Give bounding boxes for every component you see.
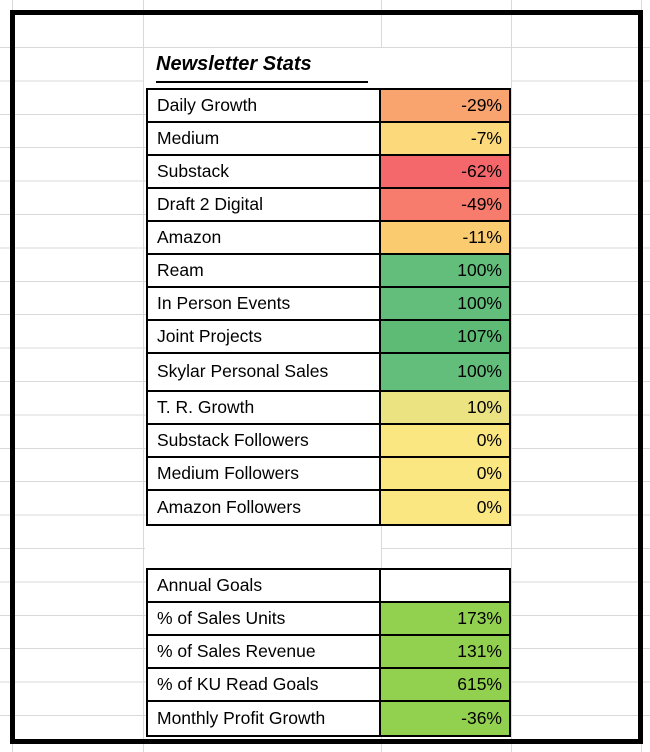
row-label-cell[interactable]: Draft 2 Digital bbox=[148, 189, 381, 220]
table-row: Medium Followers 0% bbox=[148, 458, 509, 491]
vertical-gridline bbox=[12, 0, 13, 752]
title-underline bbox=[156, 81, 368, 83]
row-label-cell[interactable]: Substack Followers bbox=[148, 425, 381, 456]
table-row: T. R. Growth 10% bbox=[148, 392, 509, 425]
row-label-cell[interactable]: T. R. Growth bbox=[148, 392, 381, 423]
row-label-cell[interactable]: In Person Events bbox=[148, 288, 381, 319]
row-value-cell[interactable]: 0% bbox=[381, 458, 509, 489]
table-row: In Person Events 100% bbox=[148, 288, 509, 321]
vertical-gridline bbox=[143, 0, 144, 752]
row-label-cell[interactable]: Skylar Personal Sales bbox=[148, 354, 381, 390]
table-row: % of Sales Revenue 131% bbox=[148, 636, 509, 669]
row-label-cell[interactable]: % of Sales Units bbox=[148, 603, 381, 634]
table-row: Medium -7% bbox=[148, 123, 509, 156]
table-row: % of Sales Units 173% bbox=[148, 603, 509, 636]
table-row: Ream 100% bbox=[148, 255, 509, 288]
row-label-cell[interactable]: Medium Followers bbox=[148, 458, 381, 489]
vertical-gridline bbox=[511, 0, 512, 752]
row-label-cell[interactable]: Medium bbox=[148, 123, 381, 154]
row-value-cell[interactable]: 0% bbox=[381, 425, 509, 456]
row-value-cell[interactable]: -11% bbox=[381, 222, 509, 253]
row-label-cell[interactable]: Monthly Profit Growth bbox=[148, 702, 381, 735]
row-value-cell[interactable]: 107% bbox=[381, 321, 509, 352]
table-row: Skylar Personal Sales 100% bbox=[148, 354, 509, 392]
row-value-cell[interactable]: -29% bbox=[381, 90, 509, 121]
row-value-cell[interactable]: 100% bbox=[381, 354, 509, 390]
row-value-cell[interactable]: 615% bbox=[381, 669, 509, 700]
row-value-cell[interactable]: 0% bbox=[381, 491, 509, 524]
empty-cell-background bbox=[145, 525, 381, 569]
row-value-cell[interactable]: -62% bbox=[381, 156, 509, 187]
table-row: Monthly Profit Growth -36% bbox=[148, 702, 509, 735]
row-label-cell[interactable]: Joint Projects bbox=[148, 321, 381, 352]
table-row: Draft 2 Digital -49% bbox=[148, 189, 509, 222]
row-value-cell[interactable]: -7% bbox=[381, 123, 509, 154]
row-value-cell[interactable]: 100% bbox=[381, 288, 509, 319]
table-row: Joint Projects 107% bbox=[148, 321, 509, 354]
table-row: Daily Growth -29% bbox=[148, 90, 509, 123]
table-row: % of KU Read Goals 615% bbox=[148, 669, 509, 702]
row-value-cell[interactable]: -49% bbox=[381, 189, 509, 220]
row-value-cell[interactable]: 10% bbox=[381, 392, 509, 423]
table-row: Amazon Followers 0% bbox=[148, 491, 509, 524]
row-label-cell[interactable]: Annual Goals bbox=[148, 570, 381, 601]
table-row: Substack Followers 0% bbox=[148, 425, 509, 458]
row-value-cell[interactable]: 173% bbox=[381, 603, 509, 634]
row-label-cell[interactable]: % of KU Read Goals bbox=[148, 669, 381, 700]
row-value-cell[interactable] bbox=[381, 570, 509, 601]
row-value-cell[interactable]: 100% bbox=[381, 255, 509, 286]
table-row: Amazon -11% bbox=[148, 222, 509, 255]
row-value-cell[interactable]: -36% bbox=[381, 702, 509, 735]
table-row: Annual Goals bbox=[148, 570, 509, 603]
row-value-cell[interactable]: 131% bbox=[381, 636, 509, 667]
row-label-cell[interactable]: Daily Growth bbox=[148, 90, 381, 121]
goals-table: Annual Goals% of Sales Units 173%% of Sal… bbox=[146, 568, 511, 737]
row-label-cell[interactable]: Ream bbox=[148, 255, 381, 286]
row-label-cell[interactable]: Amazon Followers bbox=[148, 491, 381, 524]
newsletter-table: Daily Growth -29% Medium -7% Substack -62% Dra… bbox=[146, 88, 511, 526]
vertical-gridline bbox=[641, 0, 642, 752]
sheet-title[interactable]: Newsletter Stats bbox=[156, 53, 312, 75]
table-row: Substack -62% bbox=[148, 156, 509, 189]
row-label-cell[interactable]: % of Sales Revenue bbox=[148, 636, 381, 667]
row-label-cell[interactable]: Amazon bbox=[148, 222, 381, 253]
row-label-cell[interactable]: Substack bbox=[148, 156, 381, 187]
